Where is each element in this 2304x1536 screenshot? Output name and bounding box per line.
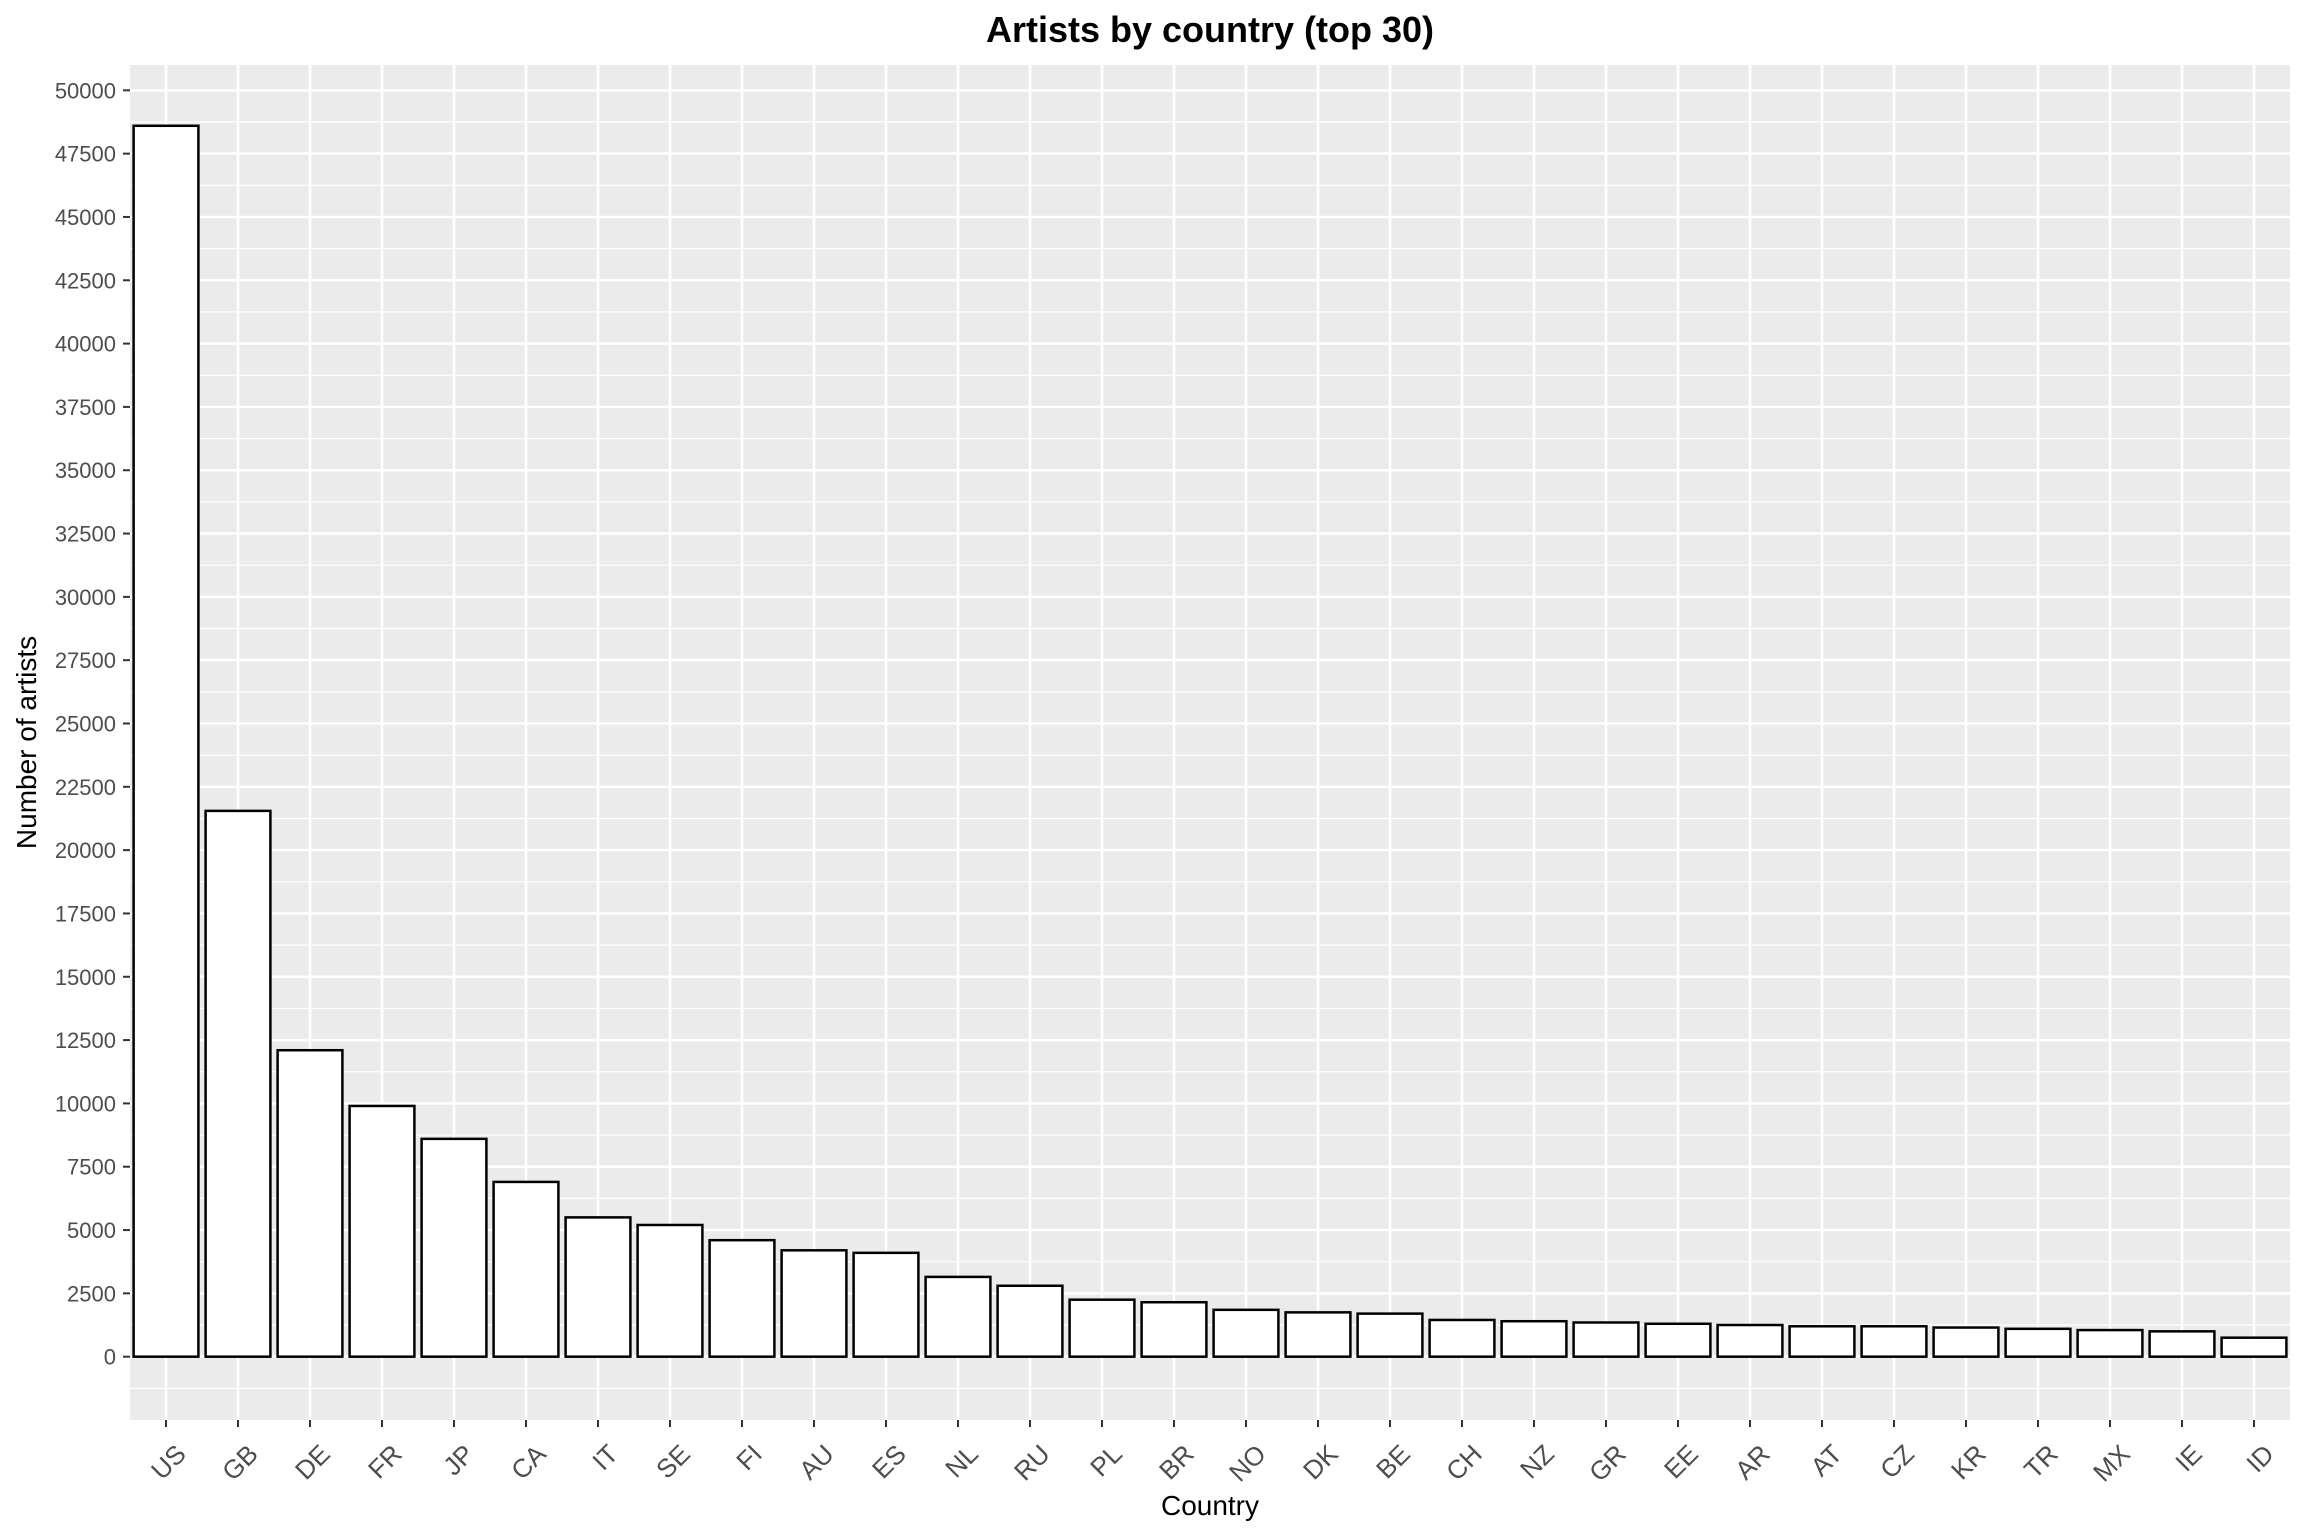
y-tick-label: 45000 [55,205,116,230]
chart-title: Artists by country (top 30) [986,9,1434,50]
x-tick-label: FR [362,1439,408,1485]
bar-de [276,1048,344,1358]
x-tick-label: EE [1658,1439,1704,1485]
bar-nl [924,1275,992,1358]
bar-pl [1068,1298,1136,1358]
bar-fr [348,1104,416,1358]
y-tick-label: 37500 [55,395,116,420]
y-tick-label: 15000 [55,965,116,990]
bar-ar [1716,1323,1784,1358]
y-tick-label: 0 [104,1345,116,1370]
x-tick-label: BR [1153,1439,1200,1486]
x-tick-label: CZ [1874,1439,1920,1485]
bar-gb [204,809,272,1358]
y-tick-label: 32500 [55,522,116,547]
x-tick-label: AT [1804,1439,1847,1482]
x-tick-label: NZ [1514,1439,1560,1485]
y-tick-label: 20000 [55,838,116,863]
y-tick-label: 30000 [55,585,116,610]
bar-ca [492,1180,560,1358]
x-tick-label: KR [1945,1439,1992,1486]
x-axis: US GB DE FR JP CA IT SE FI AU ES NL RU PL BR NO DK BE CH NZ… [145,1420,2280,1487]
bar-at [1788,1325,1856,1358]
x-tick-label: GB [216,1439,264,1487]
bar-us [132,124,200,1358]
y-tick-label: 50000 [55,78,116,103]
bar-jp [420,1137,488,1358]
x-tick-label: US [145,1439,192,1486]
x-tick-label: GR [1583,1439,1632,1488]
bar-kr [1932,1326,2000,1358]
grid-lines [130,65,2290,1420]
x-tick-label: AR [1729,1439,1776,1486]
x-tick-label: NO [1223,1439,1272,1488]
y-tick-label: 47500 [55,142,116,167]
bar-mx [2076,1328,2144,1358]
y-tick-label: 2500 [67,1281,116,1306]
bar-nz [1500,1319,1568,1358]
bar-ie [2148,1330,2216,1358]
bar-au [780,1249,848,1358]
x-tick-label: ES [866,1439,912,1485]
x-tick-label: AU [793,1439,840,1486]
x-tick-label: IT [586,1439,624,1477]
bar-fi [708,1238,776,1358]
bar-es [852,1251,920,1358]
bars [132,124,2288,1358]
y-tick-label: 17500 [55,901,116,926]
x-tick-label: CH [1440,1439,1488,1487]
y-tick-label: 40000 [55,332,116,357]
y-axis: 0 2500 5000 7500 10000 12500 15000 17500 20000 22… [55,78,130,1370]
y-tick-label: 5000 [67,1218,116,1243]
x-tick-label: PL [1084,1439,1128,1483]
plot-panel [130,65,2290,1420]
x-tick-label: CA [505,1438,552,1485]
bar-ru [996,1284,1064,1358]
x-axis-title: Country [1161,1490,1259,1521]
bar-br [1140,1300,1208,1358]
x-tick-label: DK [1297,1438,1344,1485]
bar-no [1212,1308,1280,1358]
bar-ch [1428,1318,1496,1358]
x-tick-label: BE [1370,1439,1416,1485]
bar-ee [1644,1322,1712,1358]
x-tick-label: FI [730,1439,768,1477]
bar-tr [2004,1327,2072,1358]
bar-id [2220,1336,2288,1358]
y-tick-label: 10000 [55,1091,116,1116]
y-tick-label: 27500 [55,648,116,673]
y-tick-label: 35000 [55,458,116,483]
x-tick-label: TR [2018,1439,2064,1485]
x-tick-label: NL [939,1439,984,1484]
x-tick-label: MX [2087,1439,2136,1488]
y-tick-label: 7500 [67,1155,116,1180]
y-tick-label: 42500 [55,268,116,293]
x-tick-label: JP [437,1439,480,1482]
x-tick-label: IE [2169,1439,2208,1478]
x-tick-label: ID [2240,1439,2280,1479]
x-tick-label: RU [1008,1439,1056,1487]
bar-se [636,1223,704,1358]
bar-it [564,1216,632,1358]
y-axis-title: Number of artists [11,636,42,849]
bar-cz [1860,1325,1928,1358]
x-tick-label: SE [650,1439,696,1485]
bar-gr [1572,1321,1640,1358]
y-tick-label: 12500 [55,1028,116,1053]
bar-be [1356,1312,1424,1358]
x-tick-label: DE [289,1439,336,1486]
bar-dk [1284,1311,1352,1358]
y-tick-label: 22500 [55,775,116,800]
y-tick-label: 25000 [55,712,116,737]
